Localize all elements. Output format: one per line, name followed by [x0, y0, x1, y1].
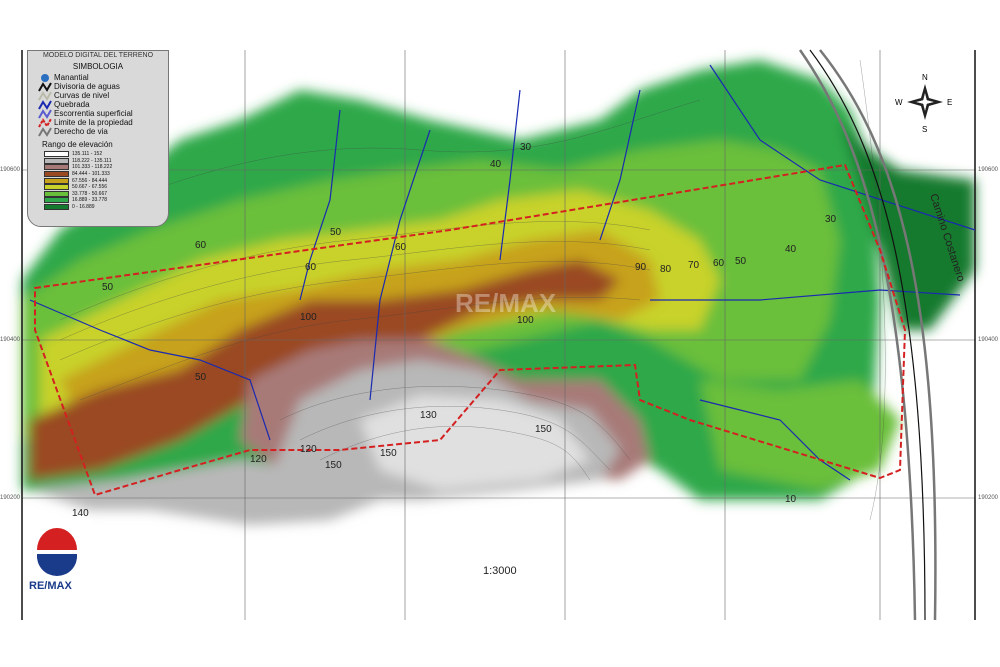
contour-label: 140 [72, 508, 89, 519]
axis-label: 190400 [978, 337, 999, 343]
property-boundary [34, 163, 907, 497]
legend-symbol-label: Escorrentia superficial [54, 109, 133, 118]
axis-label: 190400 [0, 337, 21, 343]
elevation-range-label: 16.889 - 33.778 [72, 197, 108, 204]
legend-symbol-item: Quebrada [28, 99, 168, 110]
zigzag-line-icon [38, 99, 52, 110]
svg-text:E: E [947, 98, 952, 107]
elevation-range-label: 0 - 16.889 [72, 204, 95, 211]
map-scale: 1:3000 [483, 565, 517, 577]
spring-dot-icon [41, 73, 49, 82]
contour-label: 50 [195, 372, 207, 383]
contour-label: 40 [490, 159, 502, 170]
legend-symbol-label: Quebrada [54, 100, 90, 109]
elevation-range-item: 33.778 - 50.667 [28, 190, 168, 198]
color-swatch [44, 197, 69, 204]
contour-label: 150 [325, 460, 342, 471]
contour-label: 50 [330, 227, 342, 238]
contour-label: 30 [520, 142, 532, 153]
contour-label: 30 [825, 214, 837, 225]
elevation-range-item: 135.111 - 152 [28, 151, 168, 158]
legend-symbol-item: Divisoria de aguas [28, 81, 168, 92]
elevation-range-label: 50.667 - 67.556 [72, 184, 108, 191]
color-swatch [44, 204, 69, 211]
elevation-range-label: 135.111 - 152 [72, 151, 103, 158]
coordinate-grid [22, 50, 975, 620]
svg-text:N: N [922, 73, 928, 82]
legend-symbol-label: Divisoria de aguas [54, 82, 120, 91]
elevation-range-item: 67.556 - 84.444 [28, 177, 168, 184]
elevation-range-item: 50.667 - 67.556 [28, 184, 168, 191]
axis-label: 190200 [978, 495, 999, 501]
legend-symbol-label: Derecho de via [54, 127, 108, 136]
color-swatch [44, 151, 69, 158]
contour-label: 120 [250, 454, 267, 465]
legend-symbol-item: Manantial [28, 73, 168, 82]
dashed-line-icon [38, 117, 52, 128]
contour-label: 70 [688, 260, 700, 271]
color-swatch [44, 190, 69, 197]
elevation-range-item: 118.222 - 135.111 [28, 157, 168, 165]
contour-label: 60 [195, 240, 207, 251]
axis-label: 190200 [0, 495, 21, 501]
elevation-range-label: 33.778 - 50.667 [72, 190, 108, 197]
contour-label: 150 [380, 448, 397, 459]
elevation-range-item: 101.333 - 118.222 [28, 164, 168, 171]
elevation-range-label: 101.333 - 118.222 [72, 164, 113, 171]
axis-label: 190600 [0, 167, 21, 173]
compass-rose-icon: N S E W [895, 73, 952, 134]
contour-label: 120 [300, 444, 317, 455]
color-swatch [44, 177, 69, 184]
contour-label: 80 [660, 264, 672, 275]
contour-label: 60 [395, 242, 407, 253]
legend-symbol-item: Limite de la propiedad [28, 117, 168, 128]
elevation-range-item: 84.444 - 101.333 [28, 171, 168, 178]
map-legend: MODELO DIGITAL DEL TERRENO SIMBOLOGIA Ma… [27, 50, 169, 227]
contour-label: 150 [535, 424, 552, 435]
legend-title: MODELO DIGITAL DEL TERRENO [42, 52, 154, 59]
contour-label: 40 [785, 244, 797, 255]
contour-label: 130 [420, 410, 437, 421]
zigzag-line-icon [38, 81, 52, 92]
elevation-range-label: 118.222 - 135.111 [72, 157, 112, 164]
legend-symbol-label: Curvas de nivel [54, 91, 110, 100]
legend-symbol-label: Manantial [54, 73, 89, 82]
zigzag-line-icon [38, 90, 52, 101]
legend-subtitle: SIMBOLOGIA [72, 62, 124, 71]
elevation-range-title: Rango de elevación [42, 140, 113, 149]
color-swatch [44, 184, 69, 191]
road-centerline [809, 49, 926, 621]
color-swatch [44, 164, 69, 171]
contour-label: 100 [517, 315, 534, 326]
zigzag-line-icon [38, 108, 52, 119]
contour-label: 90 [635, 262, 647, 273]
color-swatch [44, 171, 69, 178]
legend-symbol-item: Derecho de via [28, 126, 168, 137]
legend-symbol-label: Limite de la propiedad [54, 118, 133, 127]
axis-label: 190600 [978, 167, 999, 173]
contour-label: 50 [735, 256, 747, 267]
legend-symbol-item: Curvas de nivel [28, 90, 168, 101]
contour-label: 50 [102, 282, 114, 293]
streams [29, 64, 976, 481]
legend-symbol-item: Escorrentia superficial [28, 108, 168, 119]
elevation-surface [22, 60, 975, 525]
svg-text:W: W [895, 98, 903, 107]
elevation-range-label: 67.556 - 84.444 [72, 177, 108, 184]
svg-text:S: S [922, 125, 927, 134]
elevation-range-label: 84.444 - 101.333 [72, 171, 110, 178]
contour-label: 10 [785, 494, 797, 505]
watermark: RE/MAX [455, 288, 557, 318]
contour-label: 60 [305, 262, 317, 273]
contour-label: 100 [300, 312, 317, 323]
contour-label-group: 40 30 60 50 60 50 90 80 70 60 50 40 30 1… [72, 142, 837, 519]
elevation-range-item: 0 - 16.889 [28, 204, 168, 211]
elevation-range-item: 16.889 - 33.778 [28, 197, 168, 204]
zigzag-line-icon [38, 126, 52, 137]
remax-logo: RE/MAX [23, 520, 91, 598]
contour-label: 60 [713, 258, 725, 269]
color-swatch [44, 157, 69, 164]
contour-lines [59, 59, 886, 521]
